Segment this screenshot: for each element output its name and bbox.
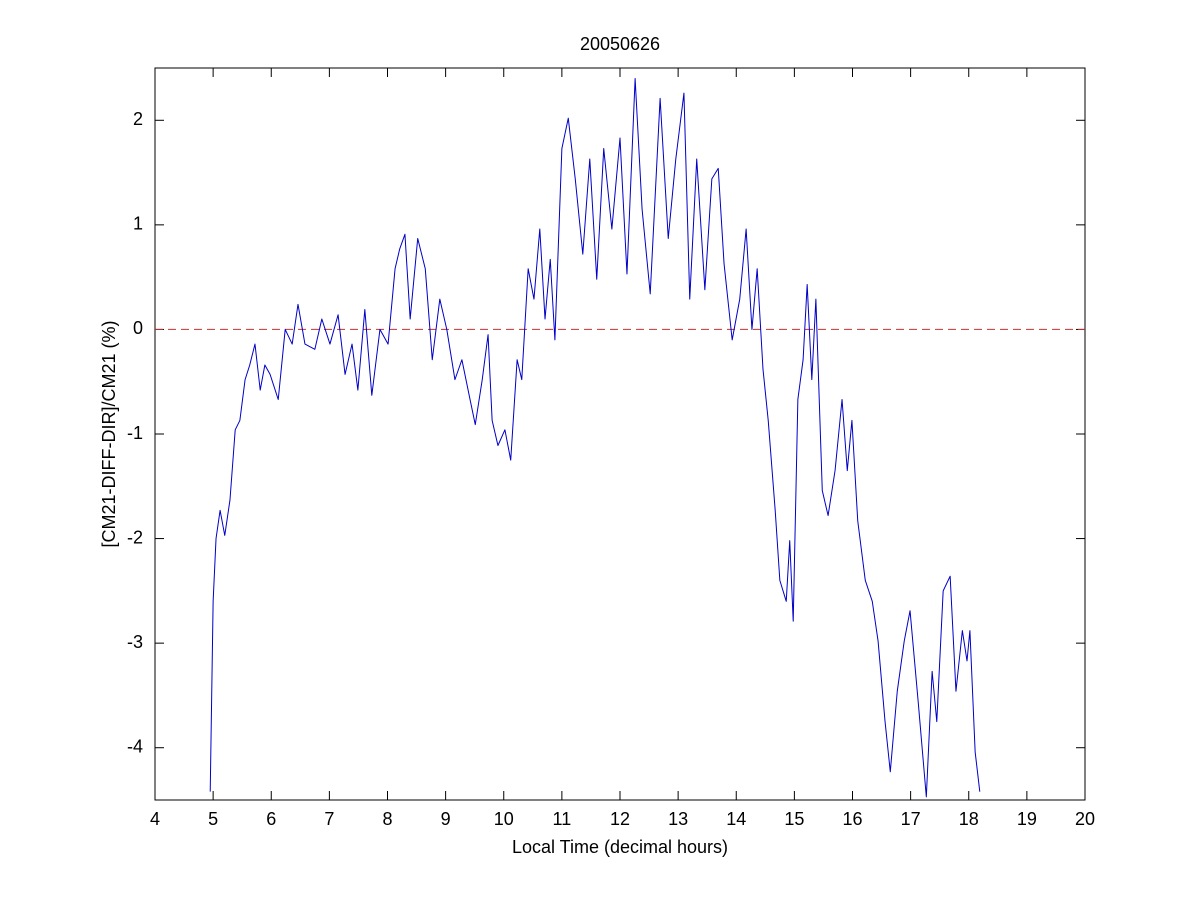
- x-tick-label: 14: [726, 809, 746, 829]
- x-tick-label: 16: [842, 809, 862, 829]
- y-tick-label: -1: [127, 423, 143, 443]
- y-tick-label: -2: [127, 527, 143, 547]
- x-tick-label: 17: [901, 809, 921, 829]
- x-tick-label: 13: [668, 809, 688, 829]
- y-tick-label: 2: [133, 109, 143, 129]
- y-tick-label: -4: [127, 736, 143, 756]
- y-tick-label: -3: [127, 632, 143, 652]
- y-tick-label: 1: [133, 214, 143, 234]
- plot-frame: [154, 67, 1086, 801]
- x-axis-label: Local Time (decimal hours): [512, 837, 728, 857]
- chart-title: 20050626: [580, 34, 660, 54]
- x-tick-label: 11: [553, 809, 572, 829]
- x-tick-label: 18: [959, 809, 979, 829]
- x-tick-label: 6: [266, 809, 276, 829]
- x-tick-label: 7: [324, 809, 334, 829]
- y-axis-label: [CM21-DIFF-DIR]/CM21 (%): [99, 320, 119, 547]
- x-tick-label: 4: [150, 809, 160, 829]
- x-tick-label: 8: [382, 809, 392, 829]
- y-tick-label: 0: [133, 318, 143, 338]
- x-tick-label: 5: [208, 809, 218, 829]
- x-tick-label: 19: [1017, 809, 1037, 829]
- x-tick-label: 9: [441, 809, 451, 829]
- x-tick-label: 10: [494, 809, 514, 829]
- x-tick-label: 15: [784, 809, 804, 829]
- data-line: [209, 77, 981, 798]
- x-tick-label: 12: [610, 809, 630, 829]
- x-tick-label: 20: [1075, 809, 1095, 829]
